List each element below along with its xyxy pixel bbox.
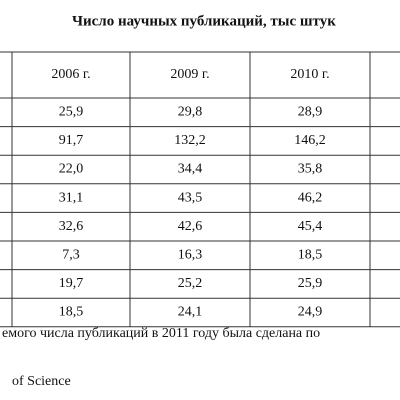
- table-cell: 35,8: [298, 162, 323, 177]
- table-cell: 45,4: [298, 219, 323, 234]
- column-header: 2010 г.: [290, 67, 329, 82]
- column-header: 2006 г.: [51, 67, 90, 82]
- column-header: 2009 г.: [170, 67, 209, 82]
- table-cell: 146,2: [294, 133, 326, 148]
- table-cell: 32,6: [59, 219, 84, 234]
- table-cell: 24,9: [298, 305, 323, 320]
- table-cell: 34,4: [178, 162, 203, 177]
- table-cell: 46,2: [298, 190, 323, 205]
- table-cell: 91,7: [59, 133, 84, 148]
- table-cell: 19,7: [59, 276, 84, 291]
- table-cell: 7,3: [62, 248, 80, 263]
- table-cell: 132,2: [174, 133, 206, 148]
- table-cell: 16,3: [178, 248, 203, 263]
- footnote-line: of Science: [12, 374, 71, 389]
- table-cell: 31,1: [59, 190, 84, 205]
- table-cell: 42,6: [178, 219, 203, 234]
- table-cell: 25,2: [178, 276, 203, 291]
- table-cell: 24,1: [178, 305, 203, 320]
- table-cell: 25,9: [298, 276, 323, 291]
- table-cell: 25,9: [59, 105, 84, 120]
- table-cell: 22,0: [59, 162, 84, 177]
- table-cell: 18,5: [298, 248, 323, 263]
- footnote-line: емого числа публикаций в 2011 году была …: [2, 326, 320, 341]
- table-cell: 29,8: [178, 105, 203, 120]
- table-cell: 43,5: [178, 190, 203, 205]
- table-cell: 28,9: [298, 105, 323, 120]
- table-cell: 18,5: [59, 305, 84, 320]
- table-title: Число научных публикаций, тыс штук: [72, 13, 336, 29]
